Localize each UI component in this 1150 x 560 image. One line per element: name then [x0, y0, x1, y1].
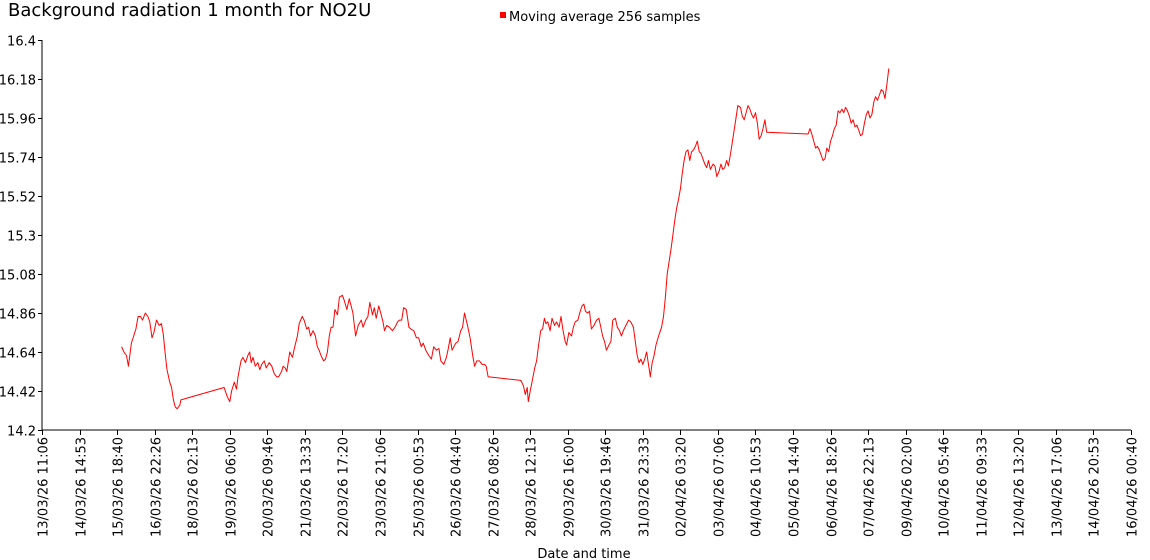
- chart-title: Background radiation 1 month for NO2U: [8, 0, 371, 21]
- y-tick-label: 14.86: [0, 308, 36, 323]
- x-tick-label: 15/03/26 18:40: [112, 437, 127, 537]
- x-tick-label: 11/04/26 09:33: [976, 437, 991, 537]
- x-tick-label: 12/04/26 13:20: [1013, 437, 1028, 537]
- x-tick-label: 18/03/26 02:13: [187, 437, 202, 537]
- x-tick-label: 19/03/26 06:00: [225, 437, 240, 537]
- x-axis-label: Date and time: [537, 547, 630, 560]
- y-tick-label: 15.74: [0, 152, 36, 167]
- y-tick-label: 14.64: [0, 347, 36, 362]
- axes: [41, 40, 1131, 431]
- legend-label: Moving average 256 samples: [509, 10, 701, 25]
- x-tick-label: 21/03/26 13:33: [300, 437, 315, 537]
- y-tick-label: 16.4: [7, 35, 36, 50]
- x-tick-label: 23/03/26 21:06: [375, 437, 390, 537]
- x-tick-label: 13/03/26 11:06: [37, 437, 52, 537]
- x-tick-label: 13/04/26 17:06: [1051, 437, 1066, 537]
- y-tick-label: 14.2: [7, 425, 36, 440]
- y-tick-label: 15.3: [7, 230, 36, 245]
- x-tick-label: 16/04/26 00:40: [1126, 437, 1141, 537]
- x-tick-label: 29/03/26 16:00: [563, 437, 578, 537]
- x-tick-label: 14/03/26 14:53: [75, 437, 90, 537]
- x-tick-label: 06/04/26 18:26: [826, 437, 841, 537]
- x-tick-label: 27/03/26 08:26: [488, 437, 503, 537]
- y-tick-label: 15.52: [0, 191, 36, 206]
- y-tick-label: 15.96: [0, 113, 36, 128]
- series-line: [121, 68, 890, 410]
- x-tick-label: 22/03/26 17:20: [337, 437, 352, 537]
- y-tick-label: 15.08: [0, 269, 36, 284]
- x-tick-label: 04/04/26 10:53: [750, 437, 765, 537]
- x-tick-label: 02/04/26 03:20: [675, 437, 690, 537]
- x-tick-label: 07/04/26 22:13: [863, 437, 878, 537]
- x-tick-label: 10/04/26 05:46: [938, 437, 953, 537]
- x-tick-label: 26/03/26 04:40: [450, 437, 465, 537]
- y-tick-label: 16.18: [0, 74, 36, 89]
- x-tick-label: 14/04/26 20:53: [1088, 437, 1103, 537]
- plot-area: [121, 68, 890, 410]
- x-tick-label: 25/03/26 00:53: [413, 437, 428, 537]
- x-tick-label: 20/03/26 09:46: [262, 437, 277, 537]
- x-tick-label: 16/03/26 22:26: [150, 437, 165, 537]
- x-tick-label: 31/03/26 23:33: [638, 437, 653, 537]
- x-tick-label: 09/04/26 02:00: [901, 437, 916, 537]
- ticks: 16.4 16.18 15.96 15.74 15.52 15.3 15.08 14.86 14…: [0, 35, 1141, 537]
- x-tick-label: 05/04/26 14:40: [788, 437, 803, 537]
- legend: Moving average 256 samples: [500, 10, 701, 25]
- legend-swatch: [500, 12, 506, 18]
- x-tick-label: 28/03/26 12:13: [525, 437, 540, 537]
- x-tick-label: 03/04/26 07:06: [713, 437, 728, 537]
- y-tick-label: 14.42: [0, 386, 36, 401]
- x-tick-label: 30/03/26 19:46: [600, 437, 615, 537]
